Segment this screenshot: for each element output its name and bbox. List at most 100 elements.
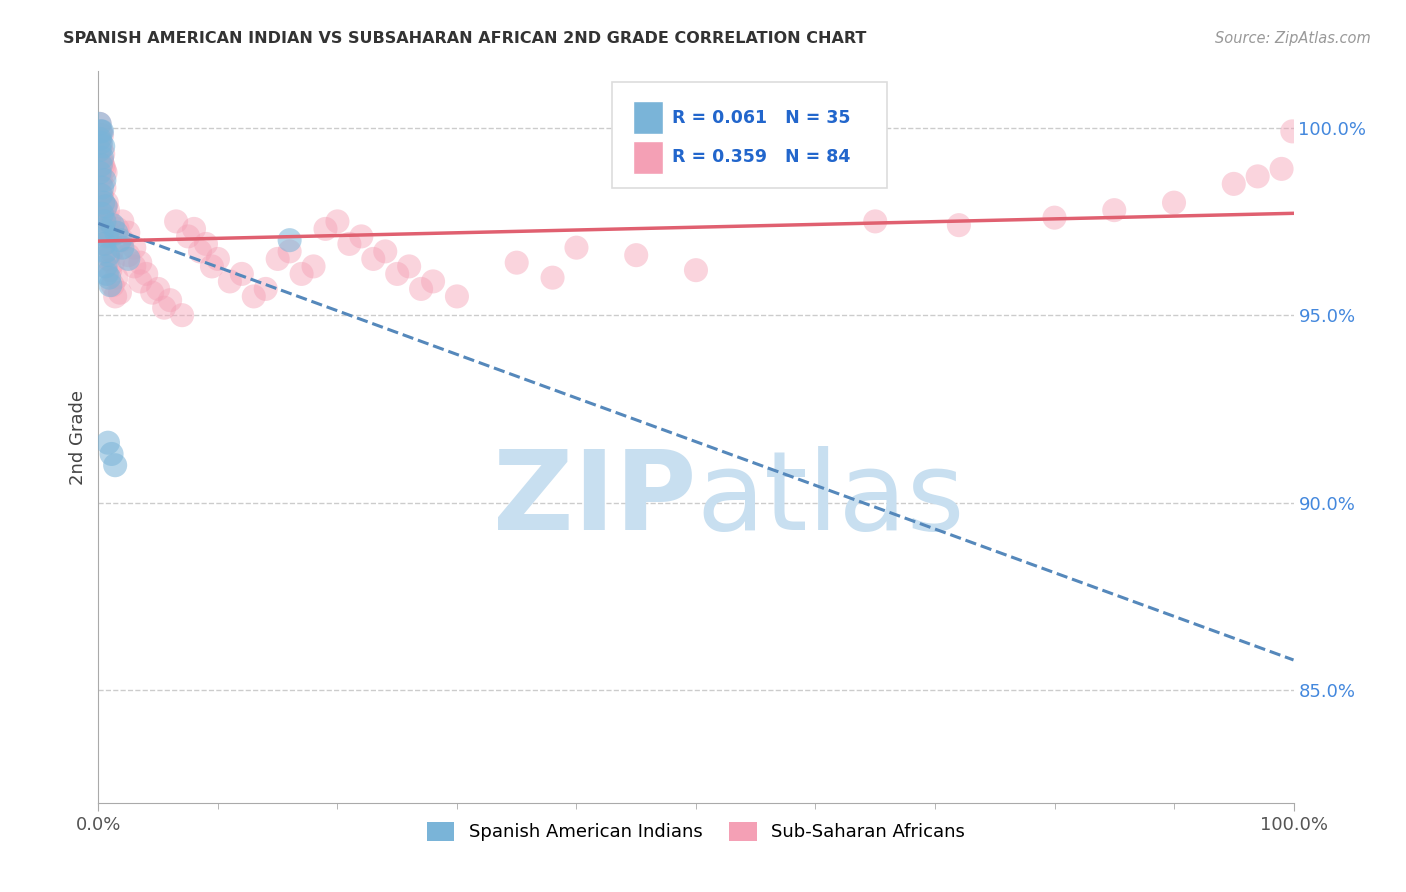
Point <box>219 274 242 288</box>
Point <box>398 260 420 274</box>
Point <box>111 241 134 255</box>
Point <box>97 252 120 266</box>
Point <box>124 260 146 274</box>
FancyBboxPatch shape <box>613 82 887 188</box>
Point <box>96 195 118 210</box>
Point <box>302 260 325 274</box>
Point <box>254 282 277 296</box>
Point <box>91 128 114 142</box>
Point <box>93 236 115 251</box>
Point <box>148 282 170 296</box>
Point <box>541 270 564 285</box>
Point <box>90 124 112 138</box>
Point <box>1104 203 1126 218</box>
Point <box>89 132 111 146</box>
Point <box>91 180 114 194</box>
Point <box>141 285 163 300</box>
Point <box>91 188 114 202</box>
Point <box>111 214 134 228</box>
Point <box>89 117 111 131</box>
Point <box>172 308 194 322</box>
Point <box>105 226 128 240</box>
Point <box>97 248 120 262</box>
Point <box>201 260 224 274</box>
Point <box>96 222 118 236</box>
Text: R = 0.359   N = 84: R = 0.359 N = 84 <box>672 148 851 166</box>
Point <box>97 435 120 450</box>
Point <box>363 252 385 266</box>
Point <box>90 136 112 150</box>
Point <box>165 214 187 228</box>
Point <box>1043 211 1066 225</box>
Point <box>91 222 114 236</box>
Point <box>104 458 127 473</box>
Point <box>91 211 114 225</box>
Bar <box>633 141 662 174</box>
Text: atlas: atlas <box>696 446 965 553</box>
Point <box>90 124 112 138</box>
Point <box>90 158 112 172</box>
Point <box>278 244 301 259</box>
Y-axis label: 2nd Grade: 2nd Grade <box>69 390 87 484</box>
Point <box>195 236 218 251</box>
Point <box>506 255 529 269</box>
Text: Source: ZipAtlas.com: Source: ZipAtlas.com <box>1215 31 1371 46</box>
Point <box>96 267 118 281</box>
Point <box>89 132 111 146</box>
Point <box>339 236 361 251</box>
Point <box>117 252 139 266</box>
Point <box>1247 169 1270 184</box>
Point <box>117 226 139 240</box>
Point <box>90 188 112 202</box>
Point <box>91 158 114 172</box>
Point <box>565 241 588 255</box>
Point <box>91 124 114 138</box>
Point <box>91 154 114 169</box>
Point <box>93 173 115 187</box>
Point <box>326 214 349 228</box>
Point <box>626 248 648 262</box>
Point <box>105 270 128 285</box>
Point <box>100 447 122 461</box>
Point <box>177 229 200 244</box>
Point <box>93 180 115 194</box>
Point <box>385 267 409 281</box>
Point <box>104 289 127 303</box>
Point <box>411 282 433 296</box>
Point <box>94 199 117 213</box>
Point <box>1271 161 1294 176</box>
Point <box>101 255 124 269</box>
Point <box>89 166 111 180</box>
Point <box>350 229 373 244</box>
Point <box>1281 124 1303 138</box>
Point <box>100 244 122 259</box>
Point <box>108 233 131 247</box>
Point <box>93 161 115 176</box>
Point <box>374 244 396 259</box>
Point <box>278 233 301 247</box>
Point <box>1223 177 1246 191</box>
Point <box>183 222 205 236</box>
Point <box>91 207 114 221</box>
Point <box>685 263 707 277</box>
Point <box>159 293 181 308</box>
Bar <box>633 101 662 134</box>
Text: ZIP: ZIP <box>492 446 696 553</box>
Point <box>124 241 146 255</box>
Point <box>89 117 111 131</box>
Point <box>98 214 121 228</box>
Point <box>94 166 117 180</box>
Point <box>129 274 152 288</box>
Point <box>267 252 290 266</box>
Text: SPANISH AMERICAN INDIAN VS SUBSAHARAN AFRICAN 2ND GRADE CORRELATION CHART: SPANISH AMERICAN INDIAN VS SUBSAHARAN AF… <box>63 31 866 46</box>
Point <box>98 270 121 285</box>
Point <box>93 236 115 251</box>
Point <box>94 199 117 213</box>
Point <box>98 278 122 293</box>
Point <box>291 267 314 281</box>
Point <box>91 139 114 153</box>
Point <box>315 222 337 236</box>
Point <box>231 267 253 281</box>
Point <box>91 195 114 210</box>
Point <box>117 248 139 262</box>
